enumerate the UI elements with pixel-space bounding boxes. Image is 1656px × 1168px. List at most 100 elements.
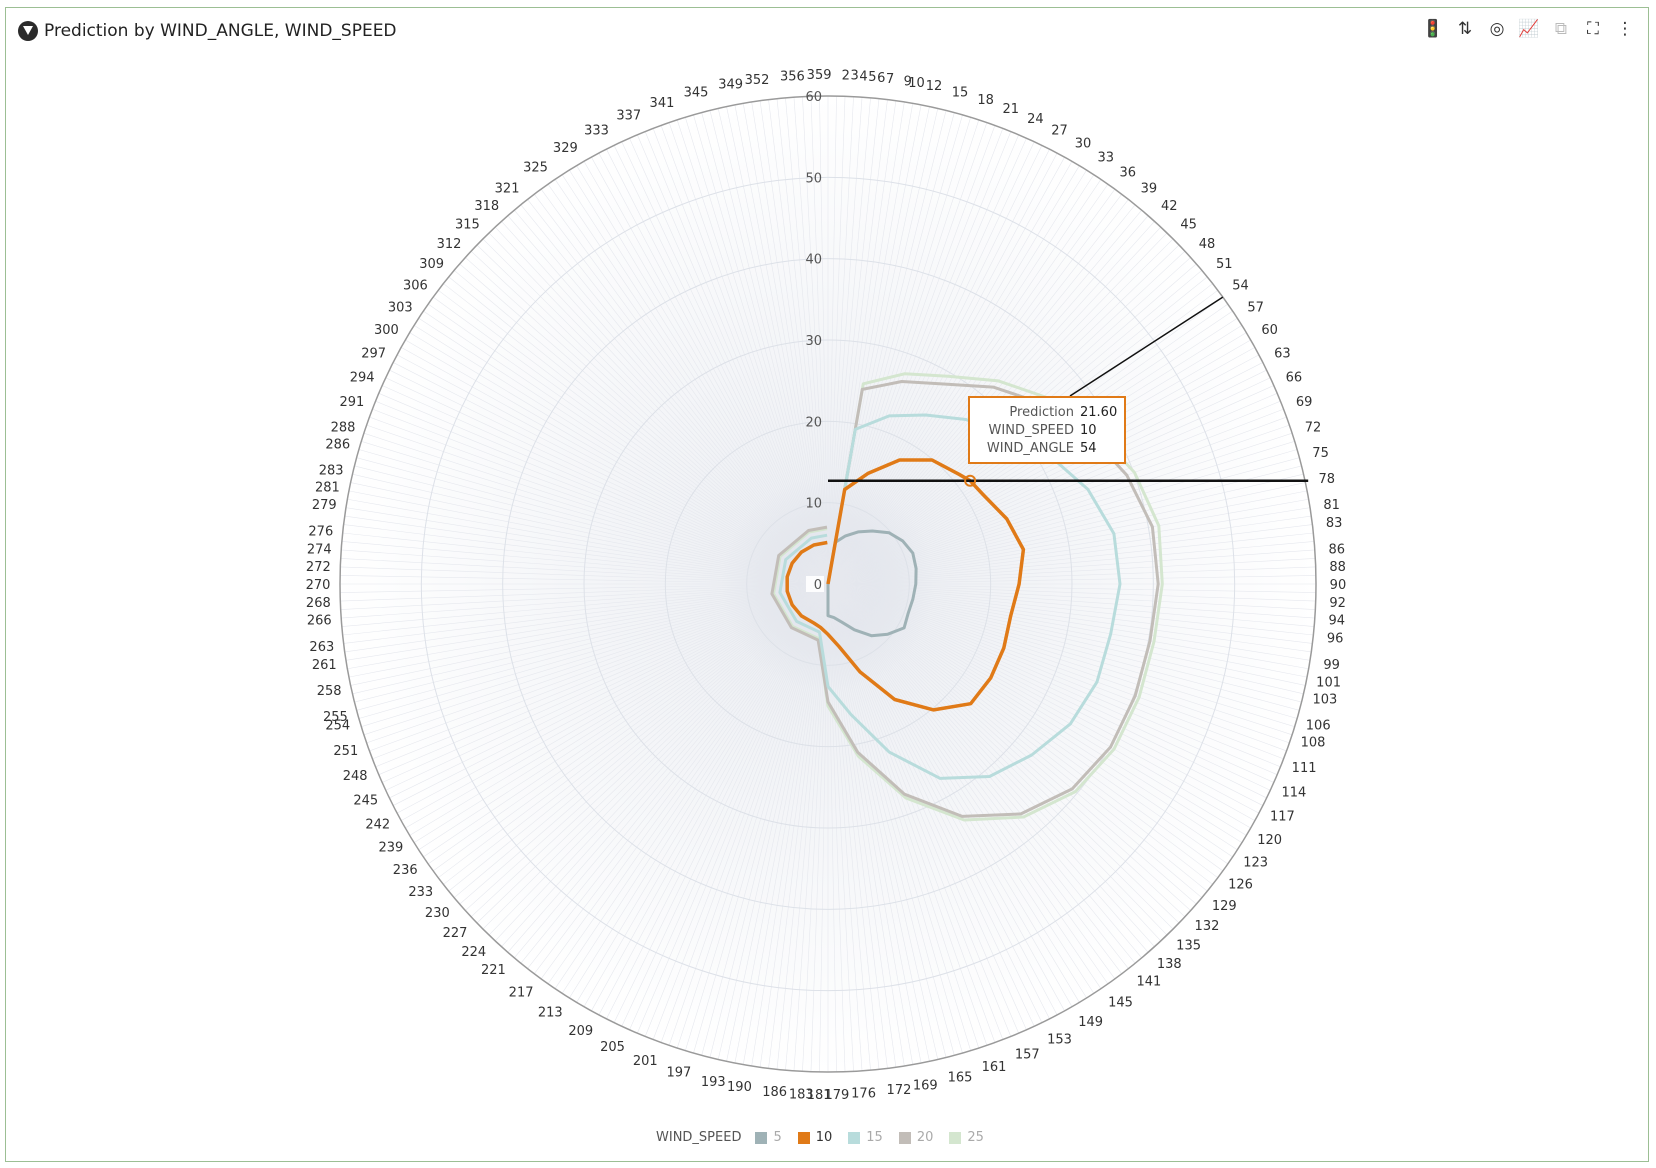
radial-gridline — [664, 420, 992, 748]
radial-tick-label: 0 — [814, 578, 822, 593]
angle-tick-label: 321 — [495, 182, 520, 197]
angle-tick-label: 263 — [309, 640, 334, 655]
tooltip-row-wind-angle: WIND_ANGLE 54 — [976, 441, 1097, 456]
angle-tick-label: 213 — [538, 1006, 563, 1021]
angle-tick-label: 279 — [312, 498, 337, 513]
angle-tick-label: 108 — [1301, 736, 1326, 751]
angle-tick-label: 245 — [353, 794, 378, 809]
angle-tick-label: 132 — [1195, 919, 1220, 934]
angle-tick-label: 15 — [952, 85, 969, 100]
series-line-10 — [785, 458, 1026, 712]
legend-title: WIND_SPEED — [656, 1130, 742, 1145]
angle-tick-label: 261 — [312, 658, 337, 673]
angle-tick-label: 224 — [461, 945, 486, 960]
angle-tick-label: 120 — [1257, 833, 1282, 848]
filter-logo-icon — [18, 21, 38, 41]
tooltip-value: 54 — [1080, 441, 1097, 456]
fullscreen-icon[interactable]: ⛶ — [1587, 19, 1599, 39]
angle-tick-label: 197 — [666, 1066, 691, 1081]
more-icon[interactable]: ⋮ — [1616, 19, 1634, 39]
duplicate-icon[interactable]: ⧉ — [1554, 19, 1568, 39]
angle-tick-label: 45 — [1180, 217, 1197, 232]
angle-tick-label: 315 — [455, 217, 480, 232]
radial-tick-label: 20 — [805, 415, 822, 430]
angle-tick-label: 190 — [727, 1080, 752, 1095]
angle-tick-label: 329 — [553, 141, 578, 156]
angle-tick-label: 291 — [339, 395, 364, 410]
series-line-5 — [826, 529, 918, 638]
angle-tick-label: 183 — [789, 1087, 814, 1102]
radial-gridline — [420, 176, 1236, 992]
angle-tick-label: 54 — [1232, 278, 1249, 293]
angle-tick-label: 78 — [1319, 472, 1336, 487]
angle-tick-label: 7 — [886, 72, 894, 87]
series-line-20 — [770, 380, 1160, 818]
angle-tick-label: 270 — [306, 578, 331, 593]
tooltip-row-prediction: Prediction 21.60 — [976, 405, 1117, 420]
angle-tick-label: 266 — [307, 614, 332, 629]
angle-tick-label: 153 — [1047, 1032, 1072, 1047]
legend-swatch — [848, 1131, 861, 1144]
legend-swatch — [898, 1131, 911, 1144]
angle-tick-label: 72 — [1305, 420, 1322, 435]
angle-tick-label: 145 — [1108, 996, 1133, 1011]
angle-tick-label: 99 — [1323, 658, 1340, 673]
angle-tick-label: 312 — [437, 237, 462, 252]
angle-tick-label: 66 — [1286, 371, 1303, 386]
radial-gridline — [339, 95, 1317, 1073]
angle-tick-label: 94 — [1328, 614, 1345, 629]
angle-tick-label: 306 — [403, 278, 428, 293]
angle-tick-label: 294 — [350, 371, 375, 386]
angle-tick-label: 209 — [568, 1024, 593, 1039]
angle-tick-label: 349 — [718, 77, 743, 92]
legend-item-10[interactable]: 10 — [797, 1130, 832, 1145]
tooltip-value: 10 — [1080, 423, 1097, 438]
traffic-light-icon[interactable]: 🚦 — [1422, 19, 1444, 39]
angle-tick-label: 138 — [1157, 957, 1182, 972]
legend-label: 25 — [967, 1130, 984, 1145]
angle-tick-label: 3 — [851, 69, 859, 84]
angle-tick-label: 176 — [851, 1087, 876, 1102]
legend-swatch — [755, 1131, 768, 1144]
angle-tick-label: 359 — [807, 68, 832, 83]
legend-item-25[interactable]: 25 — [949, 1130, 984, 1145]
target-icon[interactable]: ◎ — [1489, 19, 1505, 39]
sort-icon[interactable]: ⇅ — [1457, 19, 1473, 39]
angle-tick-label: 272 — [306, 560, 331, 575]
chart-legend: WIND_SPEED 5 10 15 20 25 — [656, 1130, 1000, 1145]
angle-tick-label: 12 — [926, 79, 943, 94]
angle-tick-label: 288 — [331, 420, 356, 435]
chart-settings-icon[interactable]: 📈 — [1518, 19, 1540, 39]
radial-gridline — [583, 339, 1073, 829]
series-line-15 — [778, 413, 1122, 780]
legend-swatch — [949, 1131, 962, 1144]
angle-tick-label: 18 — [977, 93, 994, 108]
chart-header: Prediction by WIND_ANGLE, WIND_SPEED — [18, 19, 397, 43]
angle-tick-label: 181 — [807, 1088, 832, 1103]
angle-tick-label: 205 — [600, 1040, 625, 1055]
angle-tick-label: 21 — [1002, 102, 1019, 117]
angle-tick-label: 42 — [1161, 199, 1178, 214]
tooltip-leader-line — [1069, 296, 1224, 397]
angle-tick-label: 337 — [616, 109, 641, 124]
legend-item-20[interactable]: 20 — [898, 1130, 933, 1145]
angle-tick-label: 114 — [1281, 785, 1306, 800]
angle-tick-label: 221 — [481, 963, 506, 978]
angle-tick-label: 333 — [584, 124, 609, 139]
angle-tick-label: 123 — [1243, 856, 1268, 871]
legend-item-5[interactable]: 5 — [755, 1130, 782, 1145]
tooltip-key: WIND_SPEED — [988, 423, 1074, 438]
angle-tick-label: 318 — [474, 199, 499, 214]
radial-tick-label: 10 — [805, 497, 822, 512]
angle-tick-label: 51 — [1216, 257, 1233, 272]
angle-tick-label: 236 — [393, 863, 418, 878]
angle-tick-label: 255 — [323, 710, 348, 725]
angle-tick-label: 36 — [1119, 165, 1136, 180]
angle-tick-label: 103 — [1312, 693, 1337, 708]
legend-item-15[interactable]: 15 — [848, 1130, 883, 1145]
angle-tick-label: 69 — [1296, 395, 1313, 410]
angle-tick-label: 254 — [325, 719, 350, 734]
chart-title: Prediction by WIND_ANGLE, WIND_SPEED — [44, 21, 397, 41]
angle-tick-label: 48 — [1199, 237, 1216, 252]
